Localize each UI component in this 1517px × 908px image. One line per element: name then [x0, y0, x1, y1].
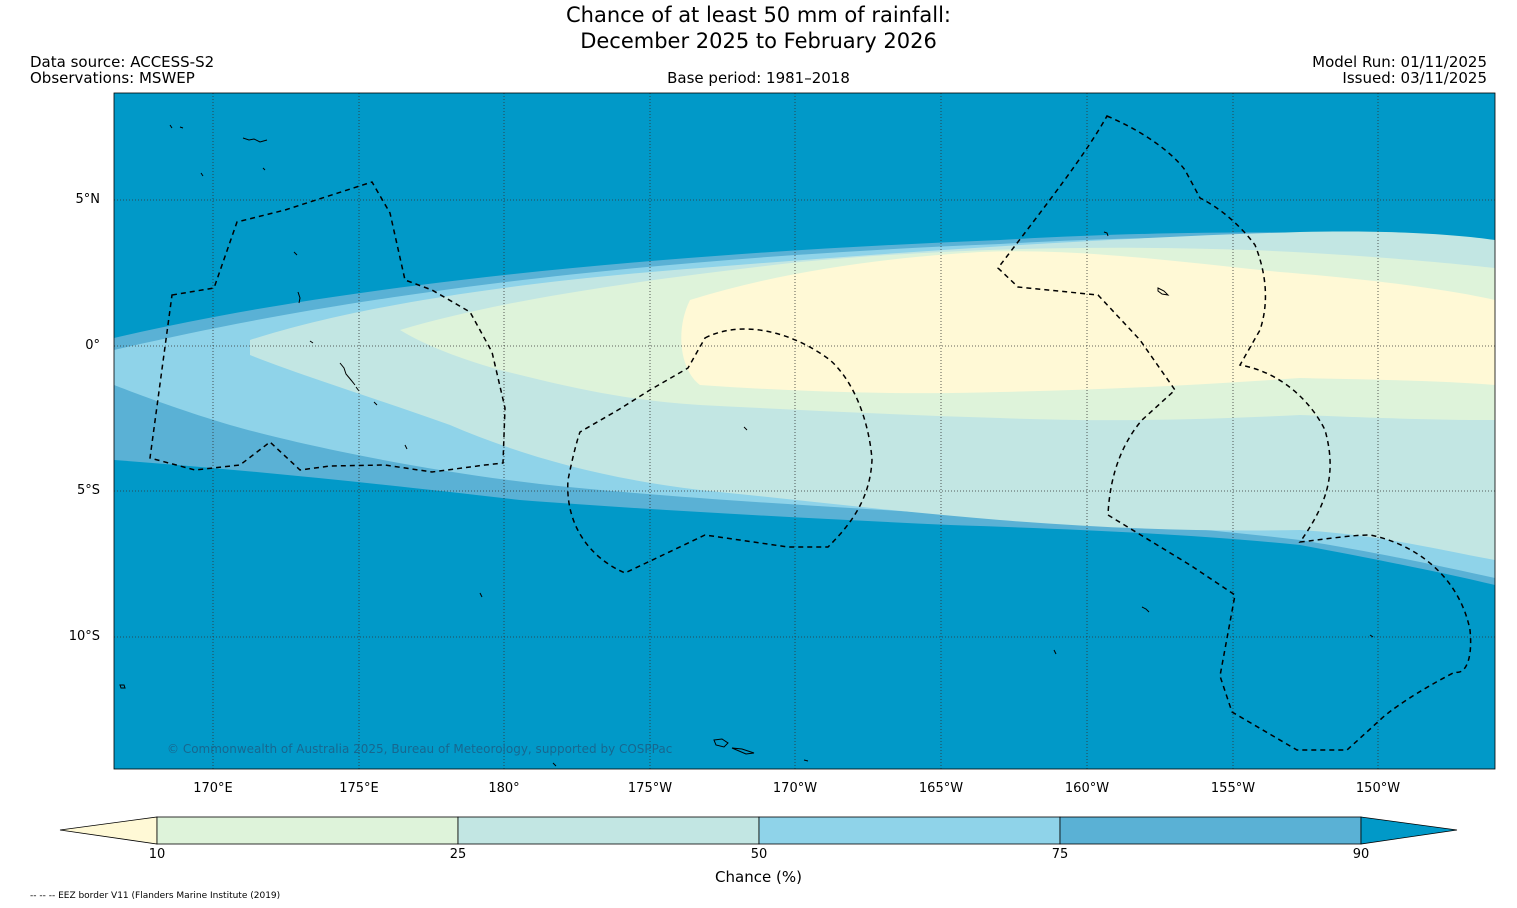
lon-label-150w: 150°W: [1355, 781, 1401, 796]
data-source-label: Data source: ACCESS-S2: [30, 53, 215, 71]
map-frame: [113, 92, 1496, 770]
title-line-1: Chance of at least 50 mm of rainfall:: [565, 3, 951, 27]
title-line-2: December 2025 to February 2026: [580, 29, 937, 53]
copyright-notice: © Commonwealth of Australia 2025, Bureau…: [167, 742, 673, 756]
band-below-10: [681, 251, 1495, 394]
lon-label-165w: 165°W: [918, 781, 964, 796]
lat-label-0: 0°: [85, 338, 100, 353]
gridlines: [114, 93, 1495, 769]
eez-tokelau: [567, 328, 873, 574]
lat-label-10s: 10°S: [68, 629, 100, 644]
map-title: Chance of at least 50 mm of rainfall: De…: [0, 2, 1517, 54]
colorbar-tick-10: 10: [148, 847, 166, 862]
eez-footnote: -- -- -- EEZ border V11 (Flanders Marine…: [30, 891, 281, 901]
lon-label-170w: 170°W: [772, 781, 818, 796]
colorbar-title: Chance (%): [715, 868, 802, 886]
colorbar-tick-50: 50: [750, 847, 768, 862]
lon-label-180: 180°: [488, 781, 520, 796]
lat-label-5s: 5°S: [76, 483, 100, 498]
islands: [119, 124, 1374, 767]
colorbar-segment-25-50: [457, 816, 760, 845]
colorbar-tick-75: 75: [1051, 847, 1069, 862]
lat-label-5n: 5°N: [75, 192, 101, 207]
lon-label-160w: 160°W: [1064, 781, 1110, 796]
base-period-label: Base period: 1981–2018: [667, 69, 850, 87]
lon-label-155w: 155°W: [1210, 781, 1256, 796]
colorbar-segment-50-75: [758, 816, 1061, 845]
model-run-label: Model Run: 01/11/2025: [1312, 53, 1487, 71]
lon-label-170e: 170°E: [193, 781, 233, 796]
colorbar-extend-high: [1360, 816, 1458, 845]
eez-kiribati-line: [996, 115, 1472, 751]
colorbar-tick-25: 25: [449, 847, 467, 862]
colorbar: [59, 816, 1458, 845]
eez-borders: [149, 115, 1472, 751]
observations-label: Observations: MSWEP: [30, 69, 195, 87]
colorbar-segment-75-90: [1059, 816, 1362, 845]
colorbar-segment-10-25: [156, 816, 459, 845]
lon-label-175e: 175°E: [339, 781, 379, 796]
lon-label-175w: 175°W: [627, 781, 673, 796]
colorbar-tick-90: 90: [1352, 847, 1370, 862]
eez-kiribati-gilbert: [149, 181, 506, 473]
colorbar-extend-low: [59, 816, 158, 845]
issued-label: Issued: 03/11/2025: [1342, 69, 1487, 87]
